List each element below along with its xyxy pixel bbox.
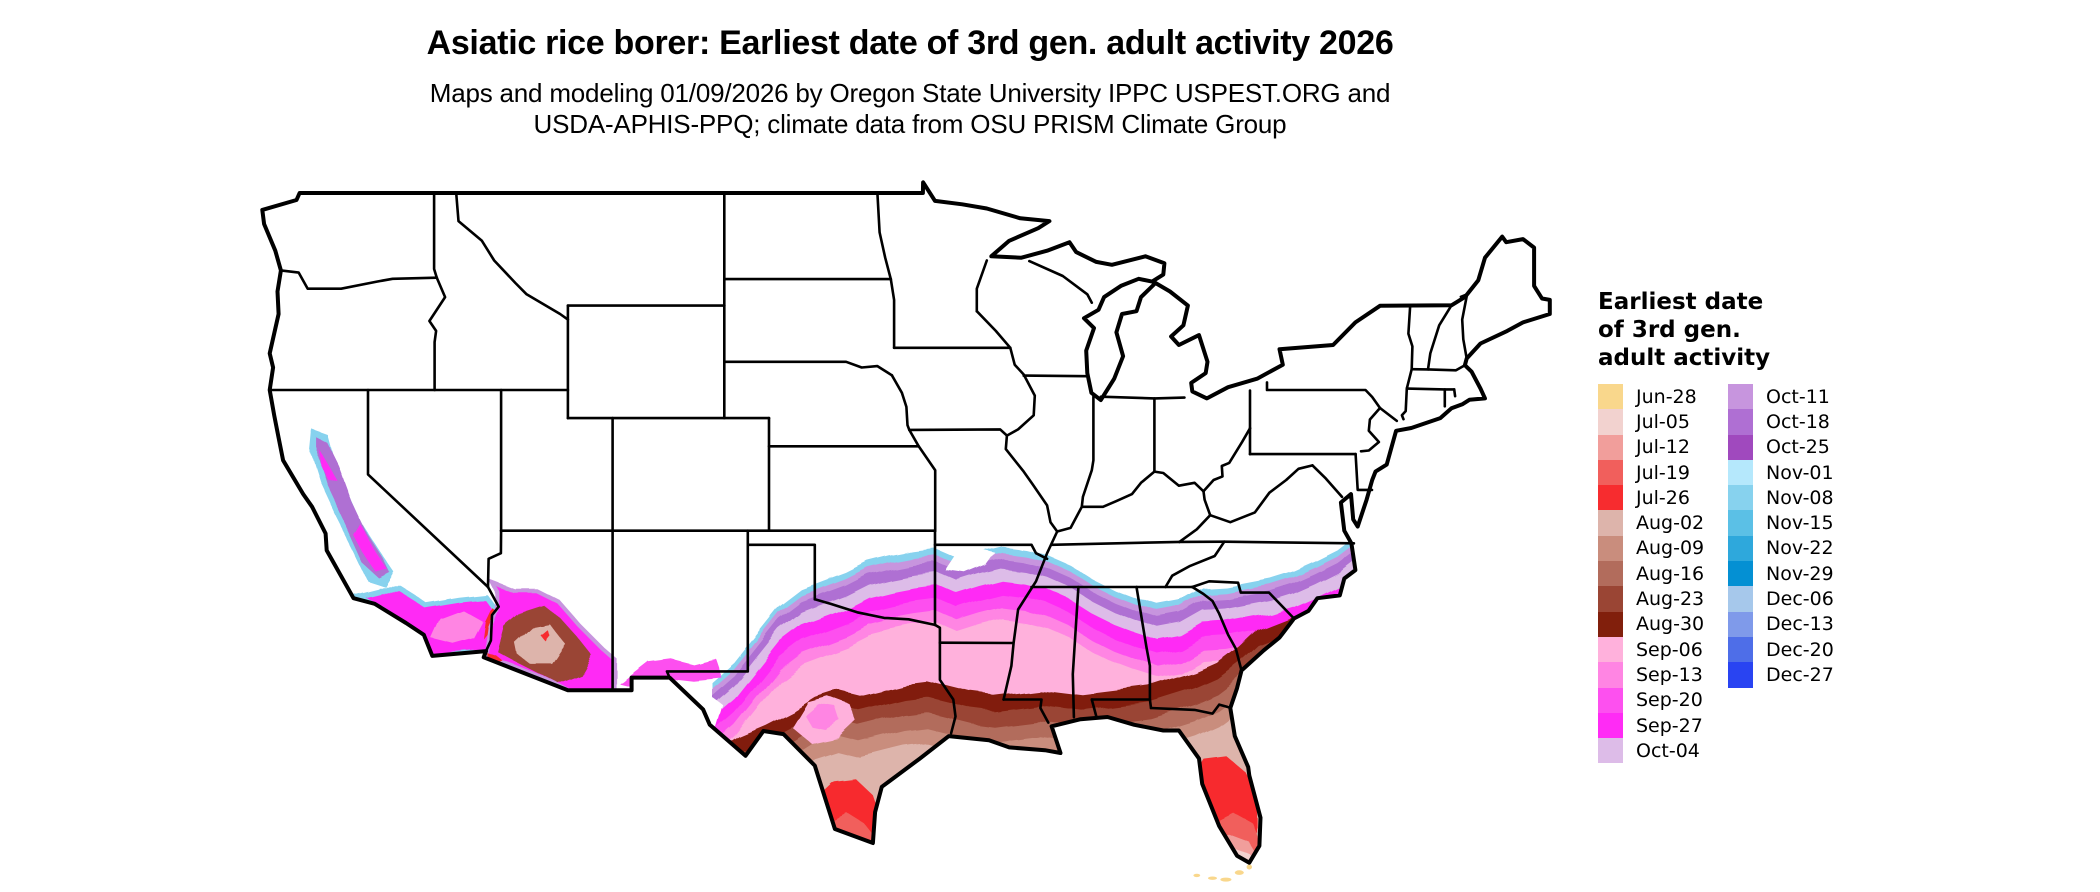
legend-item: Dec-20 (1728, 636, 1858, 663)
legend-item: Nov-22 (1728, 535, 1858, 562)
legend-item: Sep-13 (1598, 662, 1728, 688)
legend-label: Jul-19 (1636, 461, 1690, 484)
legend-item: Aug-30 (1598, 611, 1728, 637)
legend-label: Nov-08 (1766, 486, 1834, 509)
legend-swatch (1728, 485, 1753, 511)
legend-label: Oct-04 (1636, 739, 1700, 762)
legend-label: Jun-28 (1636, 385, 1697, 408)
legend-swatch (1598, 384, 1623, 410)
legend-swatch (1598, 535, 1623, 562)
legend-column: Jun-28 Jul-05 Jul-12 Jul-19 Jul-26 Aug-02 Aug-… (1598, 384, 1728, 764)
legend-label: Aug-30 (1636, 613, 1705, 636)
legend-item: Dec-27 (1728, 662, 1858, 688)
legend-label: Dec-20 (1766, 638, 1834, 661)
legend-item: Nov-08 (1728, 485, 1858, 511)
legend-item: Nov-15 (1728, 510, 1858, 536)
legend-label: Jul-12 (1636, 436, 1690, 459)
legend-swatch (1598, 561, 1623, 587)
florida-keys-dots (1193, 864, 1252, 882)
legend-swatch (1598, 636, 1623, 663)
legend-item: Dec-06 (1728, 586, 1858, 612)
legend-label: Jul-05 (1636, 410, 1690, 433)
legend-item: Sep-27 (1598, 712, 1728, 739)
legend-label: Sep-06 (1636, 638, 1703, 661)
legend-column: Oct-11 Oct-18 Oct-25 Nov-01 Nov-08 Nov-15 Nov-… (1728, 384, 1858, 763)
legend-label: Oct-18 (1766, 410, 1830, 433)
legend-item: Jul-05 (1598, 409, 1728, 435)
us-choropleth-map (250, 140, 1560, 890)
legend-item: Oct-11 (1728, 384, 1858, 410)
legend-swatch (1728, 586, 1753, 612)
legend-swatch (1598, 434, 1623, 460)
legend-swatch (1728, 510, 1753, 536)
legend-label: Dec-06 (1766, 588, 1834, 611)
legend-label: Oct-25 (1766, 436, 1830, 459)
legend-item: Oct-25 (1728, 434, 1858, 460)
legend-label: Nov-01 (1766, 461, 1834, 484)
legend-label: Sep-27 (1636, 714, 1703, 737)
legend-swatch (1598, 586, 1623, 612)
map-subtitle-line1: Maps and modeling 01/09/2026 by Oregon S… (429, 78, 1391, 108)
legend-swatch (1728, 662, 1753, 688)
legend-swatch (1598, 687, 1623, 713)
legend-title: Earliest date of 3rd gen. adult activity (1598, 288, 1928, 372)
legend-swatch (1598, 510, 1623, 536)
legend-item: Aug-23 (1598, 586, 1728, 612)
legend-item: Dec-13 (1728, 611, 1858, 637)
map-title: Asiatic rice borer: Earliest date of 3rd… (426, 24, 1394, 62)
legend-item: Jul-19 (1598, 459, 1728, 486)
legend-swatch (1598, 662, 1623, 688)
legend-label: Jul-26 (1636, 486, 1690, 509)
legend-swatch (1728, 409, 1753, 435)
legend-label: Sep-13 (1636, 663, 1703, 686)
legend-item: Aug-16 (1598, 561, 1728, 587)
legend-label: Aug-09 (1636, 537, 1705, 560)
legend-title-line: adult activity (1598, 345, 1771, 371)
map-subtitle-line2: USDA-APHIS-PPQ; climate data from OSU PR… (533, 109, 1287, 139)
legend-swatch (1598, 485, 1623, 511)
legend: Earliest date of 3rd gen. adult activity… (1598, 288, 1928, 764)
legend-item: Jul-26 (1598, 485, 1728, 511)
legend-swatch (1598, 738, 1623, 764)
legend-swatch (1728, 611, 1753, 637)
legend-label: Nov-22 (1766, 537, 1834, 560)
legend-item: Oct-18 (1728, 409, 1858, 435)
legend-swatch (1728, 561, 1753, 587)
legend-item: Aug-02 (1598, 510, 1728, 536)
legend-label: Dec-13 (1766, 613, 1834, 636)
legend-label: Nov-15 (1766, 512, 1834, 535)
legend-title-line: of 3rd gen. (1598, 317, 1741, 343)
legend-swatch (1728, 535, 1753, 562)
legend-swatch (1598, 409, 1623, 435)
legend-item: Jul-12 (1598, 434, 1728, 460)
legend-swatch (1728, 434, 1753, 460)
legend-swatch (1598, 611, 1623, 637)
legend-label: Sep-20 (1636, 689, 1703, 712)
map-subtitle: Maps and modeling 01/09/2026 by Oregon S… (0, 78, 1820, 140)
legend-label: Oct-11 (1766, 385, 1830, 408)
legend-swatch (1598, 459, 1623, 486)
legend-label: Aug-23 (1636, 588, 1705, 611)
legend-label: Aug-16 (1636, 562, 1705, 585)
legend-item: Nov-01 (1728, 459, 1858, 486)
legend-entries: Jun-28 Jul-05 Jul-12 Jul-19 Jul-26 Aug-02 Aug-… (1598, 384, 1928, 764)
legend-swatch (1728, 459, 1753, 486)
legend-label: Aug-02 (1636, 512, 1705, 535)
legend-item: Oct-04 (1598, 738, 1728, 764)
legend-title-line: Earliest date (1598, 289, 1764, 315)
legend-item: Sep-06 (1598, 636, 1728, 663)
legend-swatch (1728, 384, 1753, 410)
legend-swatch (1728, 636, 1753, 663)
legend-label: Dec-27 (1766, 663, 1834, 686)
state-borders (260, 180, 1552, 865)
legend-label: Nov-29 (1766, 562, 1834, 585)
legend-item: Aug-09 (1598, 535, 1728, 562)
legend-item: Jun-28 (1598, 384, 1728, 410)
legend-swatch (1598, 712, 1623, 739)
legend-item: Nov-29 (1728, 561, 1858, 587)
legend-item: Sep-20 (1598, 687, 1728, 713)
